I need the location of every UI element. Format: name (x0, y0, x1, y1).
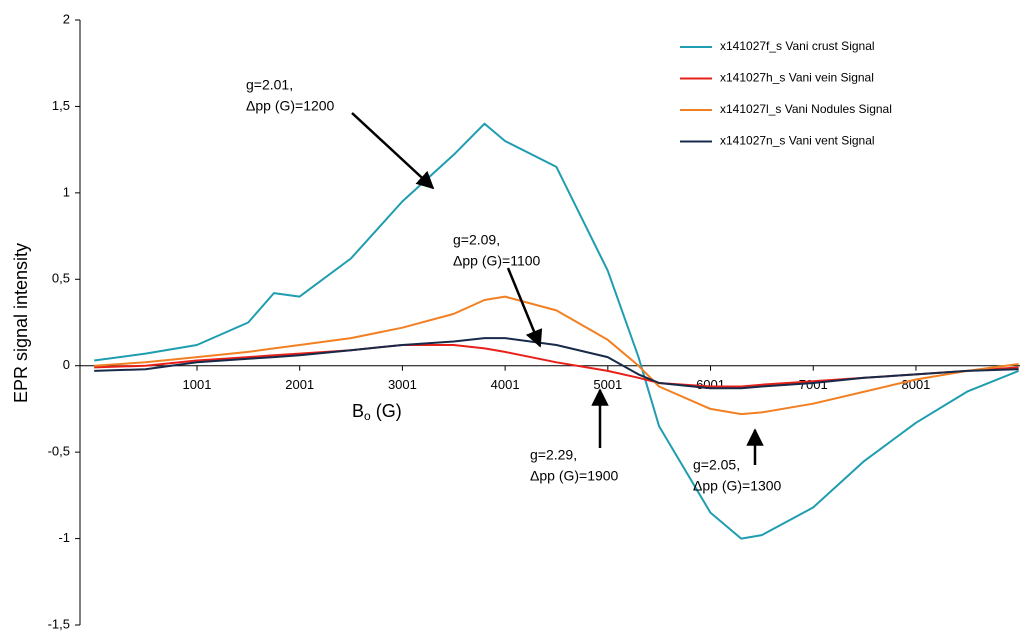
x-tick-label: 5001 (593, 377, 622, 392)
annotation-text: g=2.09, (453, 232, 500, 248)
y-tick-label: 1,5 (52, 98, 70, 113)
y-tick-label: -1 (58, 530, 70, 545)
x-axis-title-unit: (G) (376, 401, 402, 421)
legend-label: x141027l_s Vani Nodules Signal (720, 102, 892, 116)
y-axis-title: EPR signal intensity (11, 243, 31, 403)
legend-label: x141027h_s Vani vein Signal (720, 71, 874, 85)
annotation-text: g=2.29, (530, 447, 577, 463)
y-tick-label: 0,5 (52, 271, 70, 286)
y-tick-label: -0,5 (48, 444, 70, 459)
annotation-text: Δpp (G)=1900 (530, 468, 619, 484)
series-line (94, 337, 1019, 390)
annotation-text: Δpp (G)=1300 (693, 478, 782, 494)
series-line (94, 122, 1019, 540)
annotation-text: g=2.05, (693, 457, 740, 473)
legend-label: x141027f_s Vani crust Signal (720, 39, 875, 53)
x-tick-label: 4001 (491, 377, 520, 392)
annotation-arrow (351, 112, 435, 190)
x-axis-title-sub: o (364, 409, 371, 423)
y-tick-label: 2 (63, 11, 70, 26)
y-tick-label: -1,5 (48, 616, 70, 631)
x-tick-label: 1001 (183, 377, 212, 392)
annotation-text: Δpp (G)=1200 (246, 98, 335, 114)
annotation-arrow (506, 267, 543, 348)
x-axis-title: Bo (G) (352, 401, 402, 423)
x-tick-label: 6001 (696, 377, 725, 392)
series-line (94, 344, 1019, 388)
x-axis-title-main: B (352, 401, 364, 421)
y-tick-label: 0 (63, 357, 70, 372)
series-line (94, 295, 1019, 416)
y-tick-label: 1 (63, 184, 70, 199)
annotation-text: g=2.01, (246, 77, 293, 93)
x-tick-label: 3001 (388, 377, 417, 392)
x-tick-label: 2001 (285, 377, 314, 392)
legend-label: x141027n_s Vani vent Signal (720, 134, 875, 148)
annotation-text: Δpp (G)=1100 (453, 253, 541, 269)
